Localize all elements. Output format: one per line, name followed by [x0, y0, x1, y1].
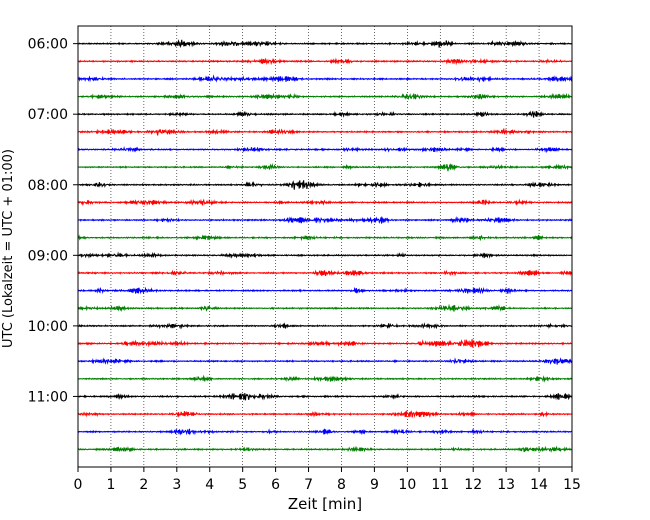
- trace-06:00: [77, 39, 573, 49]
- x-tick-label-9: 9: [370, 477, 379, 493]
- x-tick-label-4: 4: [205, 477, 214, 493]
- trace-09:15: [77, 269, 573, 277]
- y-tick-label-07:00: 07:00: [28, 107, 68, 123]
- x-tick-label-11: 11: [431, 477, 449, 493]
- trace-11:45: [77, 445, 573, 453]
- y-axis-label: UTC (Lokalzeit = UTC + 01:00): [1, 149, 16, 348]
- trace-07:00: [77, 110, 573, 118]
- y-tick-label-10:00: 10:00: [28, 319, 68, 335]
- y-tick-label-11:00: 11:00: [28, 389, 68, 405]
- y-tick-label-08:00: 08:00: [28, 178, 68, 194]
- trace-08:00: [77, 180, 573, 190]
- x-tick-label-3: 3: [172, 477, 181, 493]
- x-tick-label-1: 1: [106, 477, 115, 493]
- trace-07:30: [77, 146, 573, 153]
- trace-09:45: [77, 303, 573, 312]
- trace-08:15: [77, 198, 573, 207]
- y-tick-label-06:00: 06:00: [28, 37, 68, 53]
- trace-09:30: [77, 286, 573, 295]
- x-axis-label: Zeit [min]: [288, 495, 362, 513]
- trace-11:00: [77, 392, 573, 401]
- trace-07:15: [77, 127, 573, 136]
- trace-10:30: [77, 357, 573, 365]
- x-tick-label-14: 14: [530, 477, 548, 493]
- y-tick-label-09:00: 09:00: [28, 248, 68, 264]
- x-tick-label-7: 7: [304, 477, 313, 493]
- trace-08:30: [77, 215, 573, 225]
- trace-11:15: [77, 409, 573, 418]
- trace-09:00: [77, 251, 573, 259]
- trace-10:15: [77, 338, 573, 348]
- trace-06:15: [77, 57, 573, 66]
- grid-lines: [110, 26, 540, 467]
- x-tick-label-5: 5: [238, 477, 247, 493]
- x-tick-label-8: 8: [337, 477, 346, 493]
- x-tick-label-0: 0: [74, 477, 83, 493]
- x-tick-label-6: 6: [271, 477, 280, 493]
- trace-07:45: [77, 162, 573, 172]
- x-axis-ticks: 0 1 2 3 4 5 6 7 8 9 10 11 12 13 14 15: [74, 467, 581, 493]
- x-tick-label-10: 10: [398, 477, 416, 493]
- x-tick-label-12: 12: [464, 477, 482, 493]
- x-tick-label-13: 13: [497, 477, 515, 493]
- x-tick-label-2: 2: [139, 477, 148, 493]
- trace-10:45: [77, 374, 573, 383]
- trace-06:45: [77, 92, 573, 101]
- trace-06:30: [77, 74, 573, 83]
- trace-08:45: [77, 234, 573, 242]
- y-axis-ticks: 06:00 07:00 08:00 09:00 10:00 11:00: [28, 37, 78, 405]
- seismic-traces: [77, 39, 573, 453]
- trace-11:30: [77, 428, 573, 436]
- plot-frame: [77, 25, 573, 468]
- trace-10:00: [77, 322, 573, 330]
- x-tick-label-15: 15: [563, 477, 581, 493]
